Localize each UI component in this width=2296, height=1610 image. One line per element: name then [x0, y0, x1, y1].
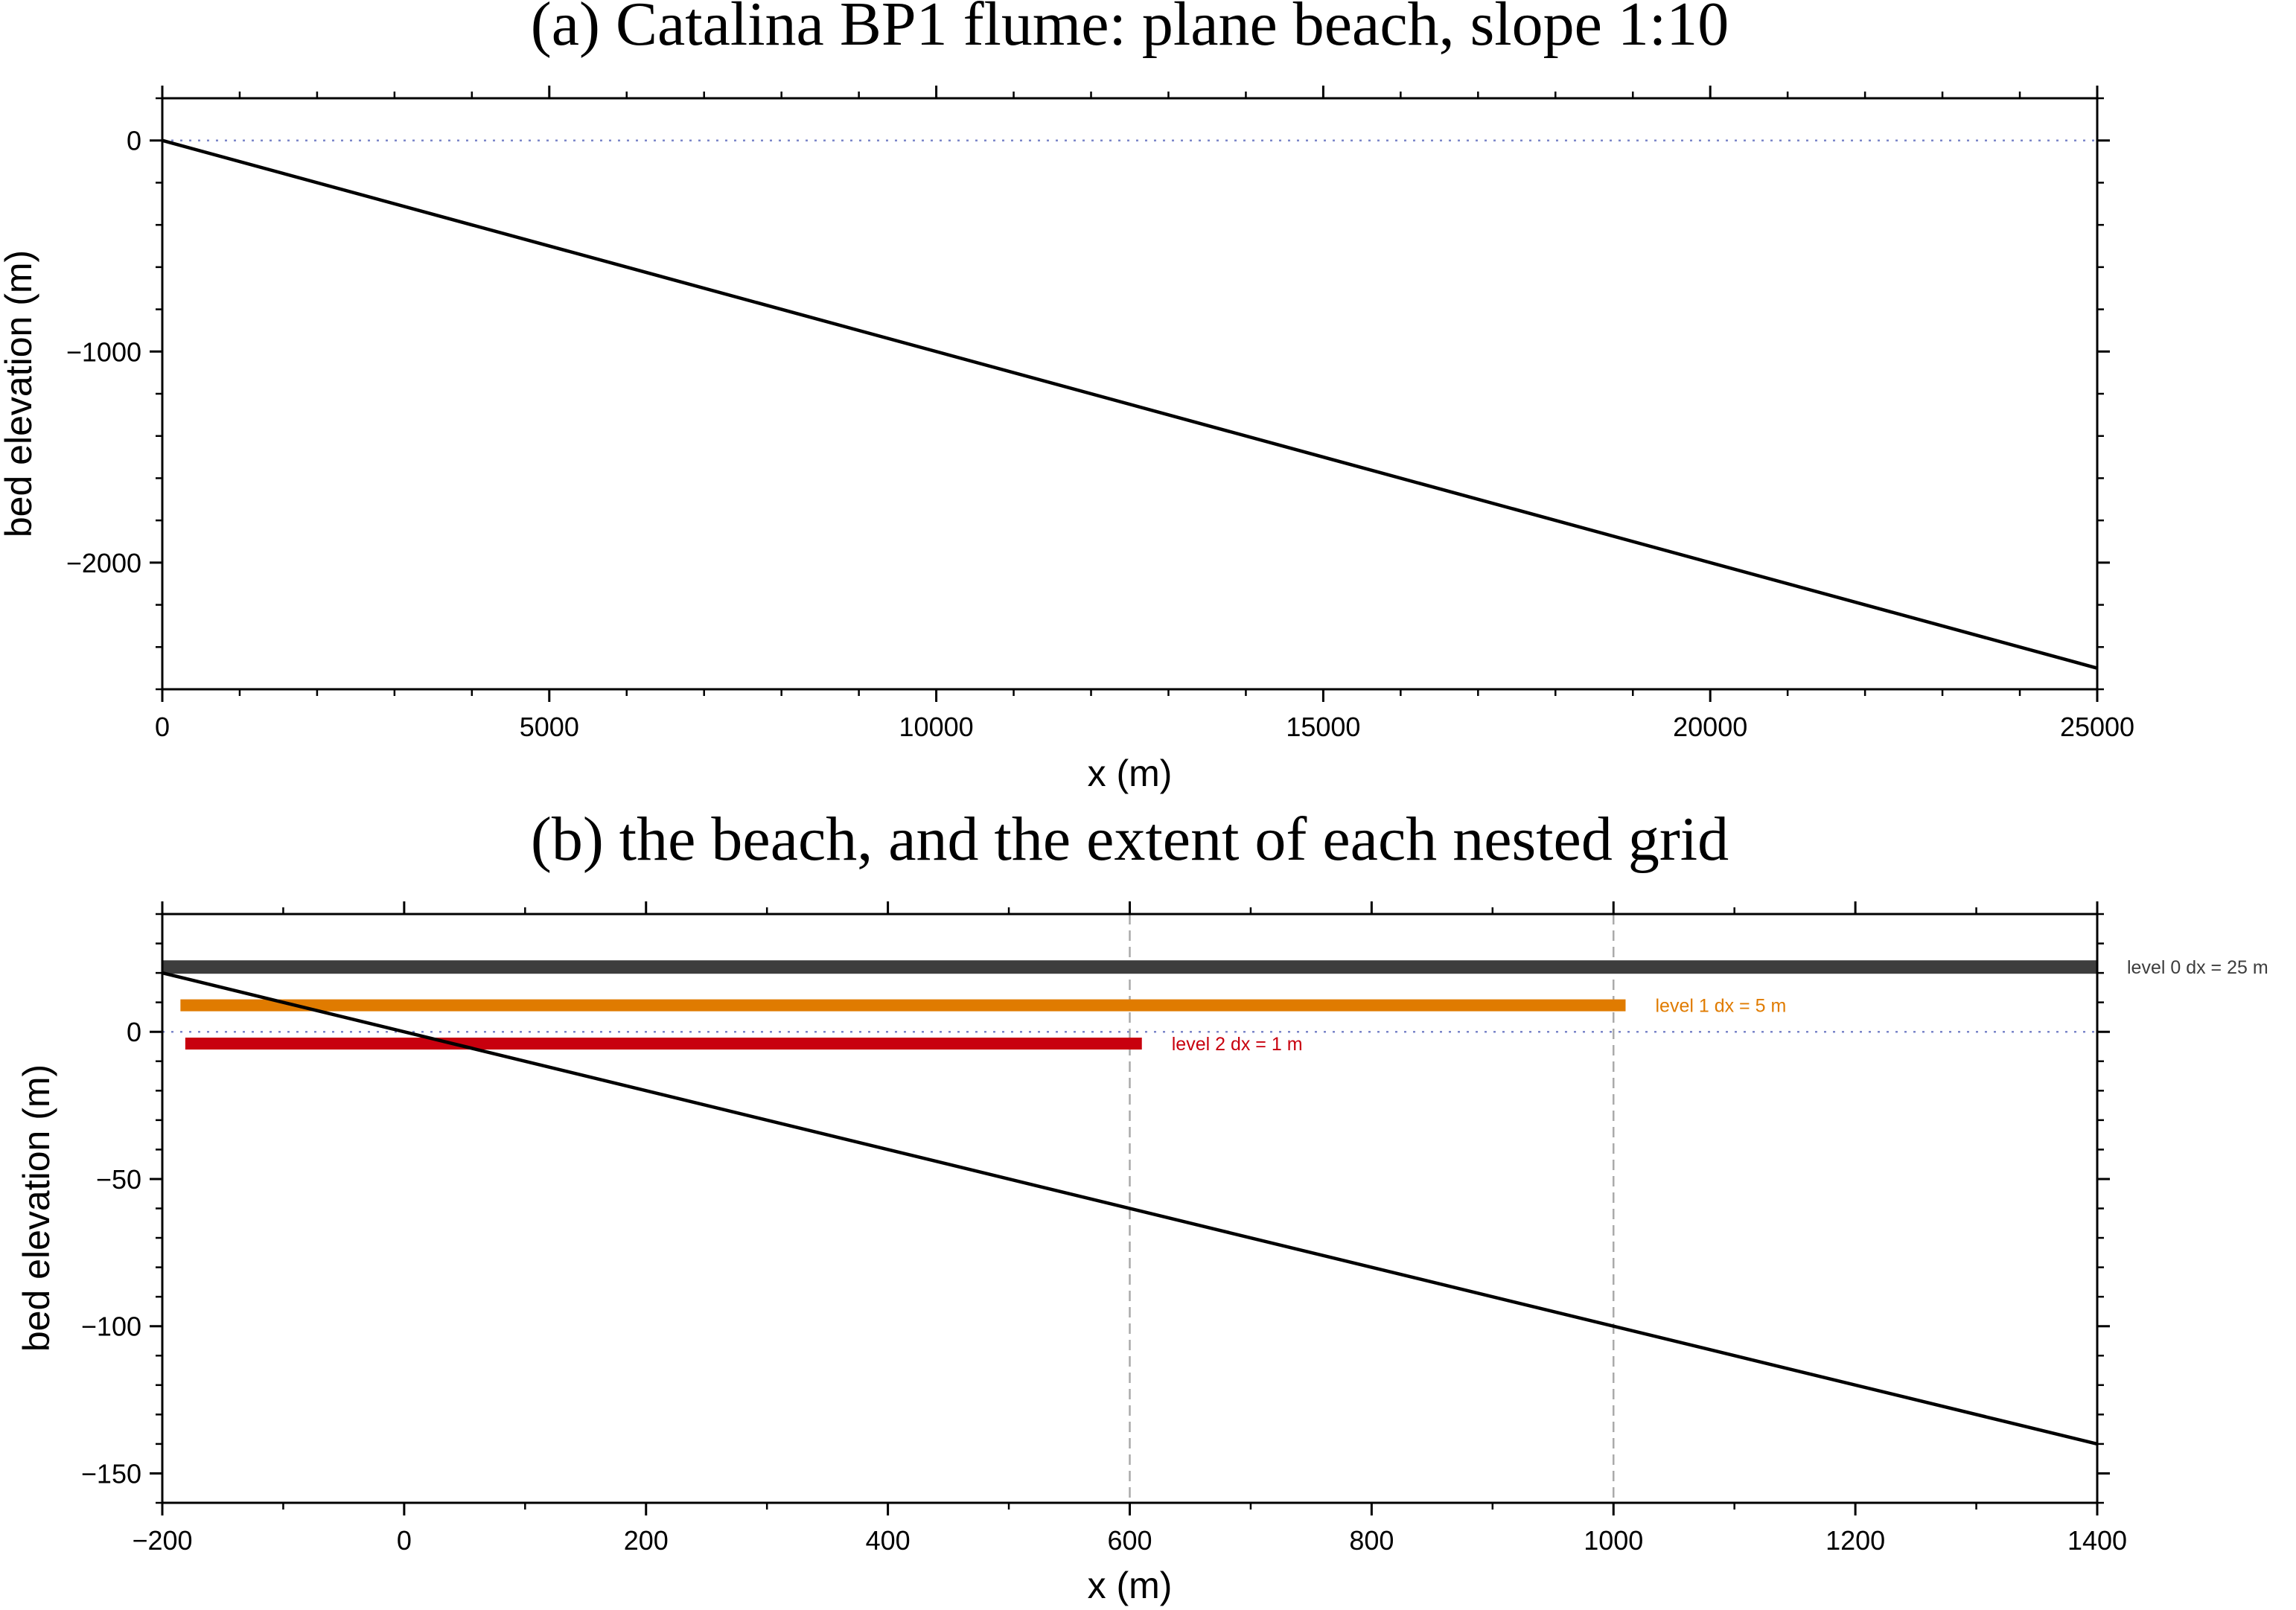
x-tick-label: 800	[1349, 1525, 1394, 1556]
bed-profile-line	[162, 971, 2098, 1446]
grid-extent-bar-level-2	[185, 1038, 1142, 1050]
y-axis-label: bed elevation (m)	[16, 1064, 57, 1352]
panel-b: (b) the beach, and the extent of each ne…	[16, 805, 2268, 1606]
x-tick-label: 10000	[899, 712, 974, 742]
x-tick-label: 600	[1107, 1525, 1152, 1556]
chart-title: (a) Catalina BP1 flume: plane beach, slo…	[531, 0, 1729, 59]
y-tick-label: −1000	[66, 336, 141, 367]
x-tick-label: −200	[132, 1525, 192, 1556]
x-tick-label: 0	[155, 712, 170, 742]
y-axis-label: bed elevation (m)	[0, 250, 39, 537]
x-tick-label: 1000	[1584, 1525, 1643, 1556]
y-tick-label: −50	[96, 1164, 141, 1195]
grid-extent-bar-level-0	[162, 960, 2097, 974]
grid-extent-bar-level-1	[180, 999, 1626, 1012]
x-tick-label: 20000	[1673, 712, 1747, 742]
y-tick-label: 0	[127, 1017, 141, 1047]
y-tick-label: −150	[81, 1458, 141, 1489]
grid-extent-label-level-1: level 1 dx = 5 m	[1655, 996, 1786, 1017]
y-tick-label: 0	[127, 126, 141, 156]
x-axis-label: x (m)	[1088, 1565, 1173, 1606]
y-tick-label: −100	[81, 1312, 141, 1342]
x-tick-label: 0	[397, 1525, 412, 1556]
x-tick-label: 1200	[1825, 1525, 1885, 1556]
y-tick-label: −2000	[66, 548, 141, 578]
x-tick-label: 5000	[520, 712, 579, 742]
x-tick-label: 200	[624, 1525, 669, 1556]
x-tick-label: 400	[866, 1525, 911, 1556]
panel-a: (a) Catalina BP1 flume: plane beach, slo…	[0, 0, 2134, 794]
bed-profile-line	[162, 138, 2098, 670]
grid-extent-label-level-0: level 0 dx = 25 m	[2127, 957, 2268, 978]
x-tick-label: 15000	[1286, 712, 1360, 742]
chart-title: (b) the beach, and the extent of each ne…	[531, 805, 1729, 874]
grid-extent-label-level-2: level 2 dx = 1 m	[1172, 1034, 1303, 1055]
x-axis-label: x (m)	[1088, 753, 1173, 794]
x-tick-label: 1400	[2067, 1525, 2127, 1556]
plot-frame	[161, 97, 2099, 691]
x-tick-label: 25000	[2060, 712, 2134, 742]
